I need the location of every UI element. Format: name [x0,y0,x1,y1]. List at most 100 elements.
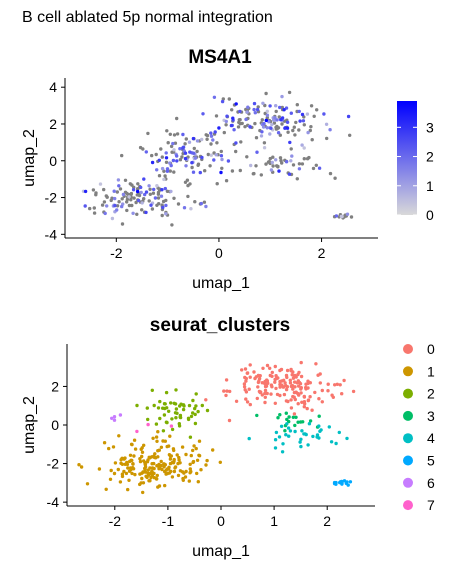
ms4a1-cell-point [120,204,124,209]
cluster-0-point [340,392,344,396]
cluster-1-point [157,484,162,488]
cluster-2-point [164,390,169,395]
ms4a1-cell-point [162,177,166,182]
cluster-1-point [172,469,177,474]
cluster-2-point [205,408,210,413]
ms4a1-cell-point [305,112,310,116]
ms4a1-cell-point [171,158,176,163]
cluster-3-point [301,420,305,424]
ms4a1-cell-point [209,153,213,157]
ms4a1-y-tick-label: 0 [49,153,57,169]
clusters-y-ticks: -4 -2 0 2 [47,378,67,510]
ms4a1-cell-point [123,178,128,182]
cluster-0-point [283,381,287,385]
cluster-2-point [167,409,171,413]
cluster-2-point [170,427,175,432]
cluster-1-point [162,465,166,469]
ms4a1-colorbar-label: 3 [426,119,434,135]
ms4a1-cell-point [175,132,180,136]
cluster-1-point [154,435,159,439]
ms4a1-cell-point [198,170,202,175]
ms4a1-cell-point [230,108,234,112]
cluster-1-point [184,469,188,474]
clusters-legend: 0 1 2 3 4 5 6 7 [403,341,435,513]
ms4a1-cell-point [289,111,293,115]
cluster-2-point [152,403,156,408]
cluster-1-point [191,459,196,464]
cluster-2-point [161,429,166,433]
ms4a1-cell-point [150,153,154,158]
cluster-1-point [164,472,168,476]
cluster-1-point [140,476,144,481]
ms4a1-cell-point [300,162,305,166]
ms4a1-cell-point [190,161,194,165]
ms4a1-cell-point [278,156,283,160]
ms4a1-cell-point [291,163,296,167]
cluster-0-point [252,370,256,374]
cluster-0-point [282,385,286,389]
ms4a1-cell-point [183,142,187,146]
ms4a1-cell-point [113,196,117,201]
ms4a1-cell-point [105,204,109,208]
ms4a1-cell-point [204,204,208,209]
cluster-2-point [173,411,178,415]
ms4a1-colorbar-ticks: 0 1 2 3 [397,119,434,223]
cluster-1-point [195,458,200,462]
cluster-3-point [287,419,291,424]
cluster-0-point [300,400,304,404]
ms4a1-cell-point [269,168,274,172]
ms4a1-cell-point [254,164,258,168]
ms4a1-cell-point [183,156,188,161]
ms4a1-cell-point [276,164,280,169]
ms4a1-cell-point [238,122,242,126]
cluster-0-point [247,387,251,391]
ms4a1-cell-point [117,200,121,204]
legend-label-3: 3 [427,408,435,424]
ms4a1-cell-point [224,119,228,124]
ms4a1-cell-point [229,123,234,128]
ms4a1-cell-point [268,156,272,161]
ms4a1-cell-point [348,133,352,137]
ms4a1-cell-point [131,188,136,192]
ms4a1-cell-point [172,196,176,200]
cluster-0-point [317,397,321,401]
cluster-1-point [150,469,154,473]
clusters-y-tick-label: -4 [47,494,60,510]
ms4a1-cell-point [184,164,188,168]
cluster-1-point [176,461,180,466]
ms4a1-cell-point [282,108,286,112]
ms4a1-cell-point [324,122,329,127]
cluster-1-point [157,465,161,469]
cluster-0-point [291,394,295,399]
cluster-0-point [305,406,309,411]
cluster-4-point [334,441,338,446]
ms4a1-cell-point [276,131,281,135]
cluster-1-point [156,449,160,453]
ms4a1-cell-point [295,103,299,107]
cluster-1-point [156,430,160,434]
ms4a1-cell-point [300,112,305,117]
ms4a1-cell-point [155,168,159,172]
ms4a1-cell-point [288,140,292,145]
ms4a1-cell-point [205,137,209,141]
cluster-0-point [288,381,293,385]
ms4a1-cell-point [150,207,155,211]
cluster-1-point [111,445,116,449]
cluster-1-point [102,441,107,445]
cluster-4-point [299,437,303,441]
cluster-0-point [245,371,250,375]
cluster-4-point [311,434,315,439]
cluster-1-point [119,458,123,462]
cluster-2-point [161,406,165,410]
ms4a1-cell-point [175,116,179,121]
cluster-2-point [170,417,174,421]
ms4a1-cell-point [193,156,198,160]
ms4a1-cell-point [175,154,179,158]
ms4a1-cell-point [190,165,194,170]
cluster-1-point [196,480,200,484]
ms4a1-cell-point [214,153,218,157]
ms4a1-cell-point [208,164,212,168]
ms4a1-cell-point [234,149,238,154]
cluster-2-point [181,407,186,412]
ms4a1-cell-point [249,163,253,168]
